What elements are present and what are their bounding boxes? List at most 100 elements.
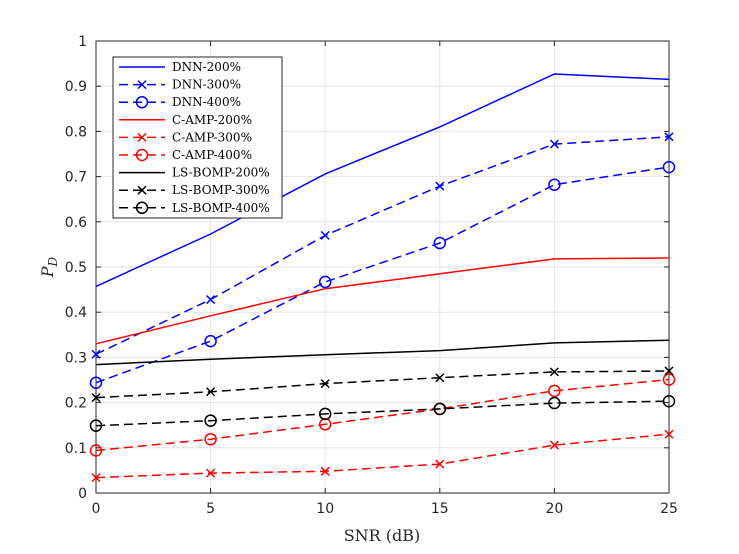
y-tick-label: 0: [78, 486, 87, 502]
y-axis-label-subscript: D: [46, 256, 60, 267]
legend-marker: [137, 80, 147, 90]
y-tick-labels: 0 0.1 0.2 0.3 0.4 0.5 0.6 0.7 0.8 0.9 1: [65, 34, 87, 502]
series-line: [95, 73, 670, 288]
data-point-marker-stroke-b: [320, 230, 330, 240]
data-point-marker-stroke-b: [320, 466, 330, 476]
data-point-marker-stroke-b: [91, 473, 101, 483]
y-tick-label: 0.4: [65, 305, 87, 321]
data-point-marker: [549, 139, 559, 149]
data-point-marker-stroke-b: [91, 393, 101, 403]
data-point-marker: [206, 295, 216, 305]
legend-label: C-AMP-300%: [172, 130, 252, 144]
x-axis-label: SNR (dB): [344, 526, 421, 545]
data-point-marker-stroke-b: [664, 366, 674, 376]
series-C-AMP-200%: [95, 257, 670, 345]
legend-entry: LS-BOMP-200%: [119, 166, 270, 180]
series-line: [95, 136, 670, 355]
data-point-marker: [548, 178, 561, 191]
data-point-marker: [662, 373, 676, 386]
data-point-marker: [320, 379, 330, 389]
legend-label: LS-BOMP-300%: [172, 183, 270, 197]
series-layer: [89, 73, 676, 483]
data-point-marker: [206, 468, 216, 478]
data-point-marker: [549, 440, 559, 450]
data-point-marker-stroke-b: [206, 387, 216, 397]
data-point-marker: [204, 414, 217, 427]
legend-label: DNN-400%: [172, 95, 241, 109]
x-tick-label: 0: [92, 501, 101, 517]
data-point-marker-stroke-b: [320, 379, 330, 389]
data-point-marker: [433, 402, 447, 416]
legend-marker: [135, 148, 149, 162]
legend-label: LS-BOMP-200%: [172, 166, 270, 180]
y-tick-label: 1: [78, 34, 87, 50]
legend-label: LS-BOMP-400%: [172, 201, 270, 215]
series-LS-BOMP-300%: [91, 366, 674, 403]
data-point-marker-stroke-b: [206, 468, 216, 478]
x-tick-labels: 0 5 10 15 20 25: [92, 501, 678, 517]
y-tick-label: 0.3: [65, 350, 87, 366]
y-tick-label: 0.9: [65, 79, 87, 95]
x-tick-label: 25: [660, 501, 678, 517]
data-point-marker: [204, 432, 217, 446]
series-line: [95, 378, 670, 452]
legend-label: DNN-200%: [172, 60, 241, 74]
data-point-marker: [318, 407, 332, 421]
series-line: [95, 370, 670, 399]
data-point-marker: [435, 459, 445, 469]
series-DNN-200%: [95, 73, 670, 288]
legend-entry: LS-BOMP-400%: [119, 201, 270, 215]
series-DNN-400%: [89, 160, 676, 389]
svg-text:PD: PD: [38, 256, 60, 278]
y-tick-label: 0.2: [65, 396, 87, 412]
legend-entry: DNN-300%: [119, 78, 241, 92]
legend-marker: [135, 201, 149, 215]
data-point-marker: [320, 230, 330, 240]
y-tick-label: 0.6: [65, 215, 87, 231]
series-DNN-300%: [91, 132, 674, 359]
y-tick-label: 0.1: [65, 441, 87, 457]
data-point-marker-stroke-b: [91, 349, 101, 359]
legend-marker-stroke-b: [137, 80, 147, 90]
legend-entry: LS-BOMP-300%: [119, 183, 270, 197]
data-point-marker: [206, 387, 216, 397]
data-point-marker: [435, 181, 445, 191]
data-point-marker: [664, 132, 674, 142]
legend-label: DNN-300%: [172, 78, 241, 92]
data-point-marker: [89, 376, 103, 389]
y-tick-label: 0.8: [65, 124, 87, 140]
series-line: [95, 166, 670, 384]
legend-entry: C-AMP-300%: [119, 130, 252, 144]
legend-label: C-AMP-200%: [172, 113, 252, 127]
x-tick-label: 10: [316, 501, 334, 517]
y-axis-label: PD: [38, 256, 60, 278]
data-point-marker: [548, 396, 561, 410]
legend-marker: [137, 132, 147, 142]
y-tick-label: 0.5: [65, 260, 87, 276]
data-point-marker-stroke-b: [206, 295, 216, 305]
legend-label: C-AMP-400%: [172, 148, 252, 162]
data-point-marker: [433, 236, 447, 250]
data-point-marker: [664, 366, 674, 376]
data-point-marker-stroke-b: [549, 139, 559, 149]
series-C-AMP-300%: [91, 429, 674, 483]
data-point-marker: [320, 466, 330, 476]
legend: DNN-200% DNN-300% DNN-400% C-AMP-200% C-AMP-…: [112, 56, 283, 219]
data-point-marker: [662, 160, 676, 174]
data-point-marker-stroke-b: [435, 181, 445, 191]
legend-marker-stroke-b: [137, 185, 147, 195]
data-point-marker: [89, 419, 103, 432]
data-point-marker: [549, 367, 559, 377]
data-point-marker: [318, 275, 332, 289]
data-point-marker-stroke-b: [549, 440, 559, 450]
data-point-marker: [89, 444, 103, 457]
legend-marker: [137, 185, 147, 195]
legend-entry: DNN-200%: [119, 60, 241, 74]
data-point-marker: [204, 334, 217, 348]
x-tick-label: 15: [431, 501, 449, 517]
data-point-marker-stroke-b: [664, 132, 674, 142]
data-point-marker-stroke-b: [435, 459, 445, 469]
data-point-marker: [91, 349, 101, 359]
series-line: [95, 433, 670, 479]
legend-entry: C-AMP-200%: [119, 113, 252, 127]
